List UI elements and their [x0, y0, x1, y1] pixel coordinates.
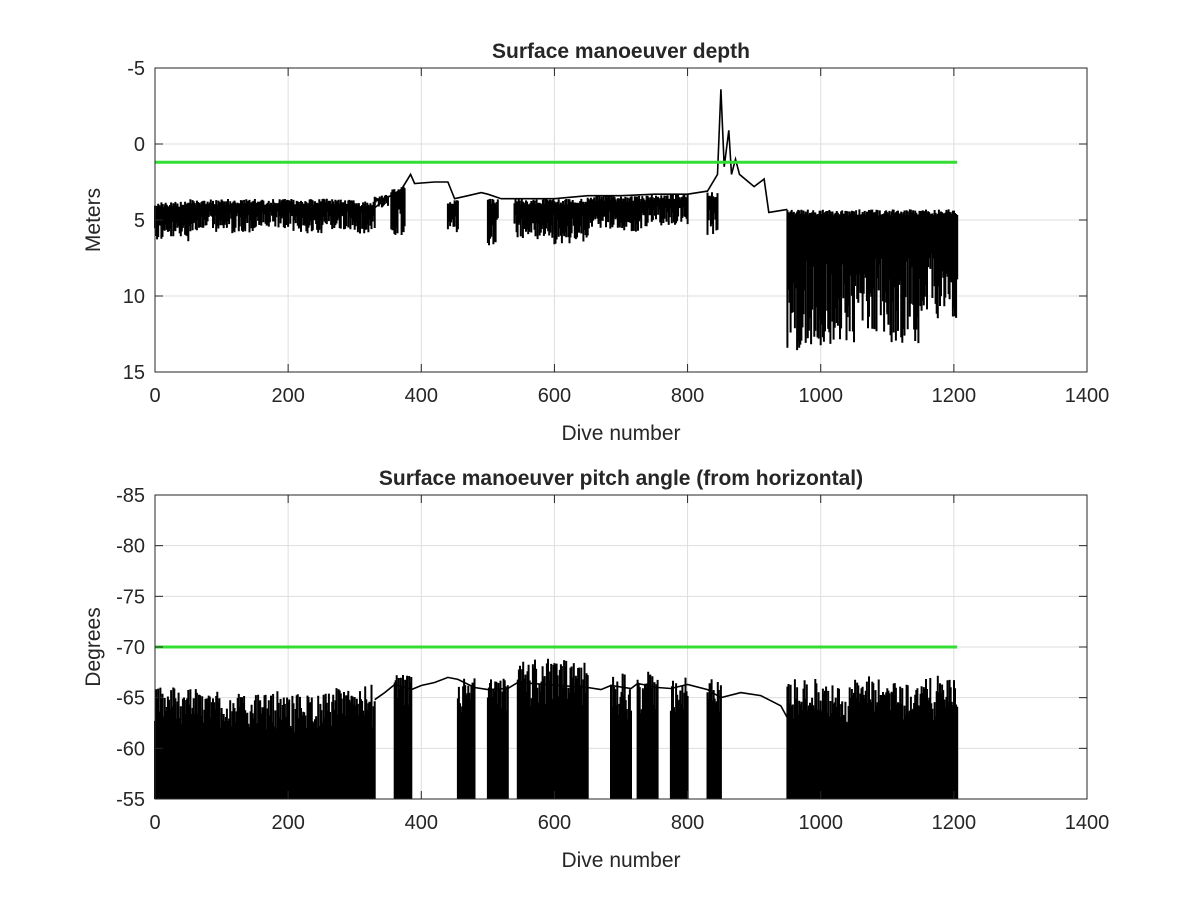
depth-data-segment [446, 200, 459, 233]
pitch-xtick-label: 200 [271, 812, 304, 834]
depth-y-axis-label: Meters [82, 188, 105, 252]
pitch-data-segment [516, 658, 556, 799]
pitch-data-segment [919, 675, 959, 799]
depth-data-segment [819, 209, 855, 344]
depth-data-segment [620, 195, 649, 232]
pitch-data-line [374, 676, 789, 719]
pitch-data-segment [886, 683, 922, 799]
pitch-x-axis-label: Dive number [561, 849, 680, 872]
pitch-data-segment [154, 687, 190, 799]
pitch-data-segment [287, 694, 323, 799]
depth-x-axis-label: Dive number [561, 422, 680, 445]
depth-data-segment [513, 198, 556, 240]
pitch-xtick-label: 1000 [798, 812, 843, 834]
pitch-data-segment [669, 677, 689, 799]
pitch-panel: 0 200 400 600 800 1000 1200 1400 -55 -60 -65 -70 -75… [82, 467, 1109, 872]
depth-data-segment [646, 194, 689, 226]
depth-data-segment [786, 209, 822, 351]
pitch-ytick-label: -70 [116, 637, 145, 659]
depth-data-segment [553, 198, 589, 245]
depth-xtick-label: 0 [149, 385, 160, 407]
depth-xtick-label: 1000 [798, 385, 843, 407]
pitch-ytick-label: -80 [116, 536, 145, 558]
depth-data-segment [253, 199, 290, 229]
pitch-xtick-label: 400 [405, 812, 438, 834]
depth-data-segment [886, 209, 922, 344]
depth-xtick-label: 200 [271, 385, 304, 407]
depth-data-segment [706, 192, 719, 235]
pitch-data-segment [853, 676, 889, 799]
pitch-data-segment [393, 675, 413, 799]
depth-xtick-label: 1400 [1065, 385, 1110, 407]
depth-panel: 0 200 400 600 800 1000 1200 1400 -5 0 5 10 15 Surface… [82, 40, 1109, 445]
pitch-ytick-label: -65 [116, 688, 145, 710]
depth-xtick-label: 400 [405, 385, 438, 407]
pitch-chart-title: Surface manoeuver pitch angle (from hori… [379, 467, 863, 490]
depth-xtick-label: 600 [538, 385, 571, 407]
pitch-data-segment [706, 679, 722, 799]
pitch-data-segment [486, 678, 509, 799]
pitch-xtick-label: 1400 [1065, 812, 1110, 834]
depth-data-segment [586, 195, 622, 229]
pitch-data-segment [253, 691, 290, 799]
pitch-data-segment [786, 679, 822, 799]
pitch-data-segment [610, 673, 632, 799]
depth-data-segment [187, 199, 223, 232]
pitch-data-segment [320, 688, 356, 799]
depth-xtick-label: 800 [671, 385, 704, 407]
depth-data-segment [287, 199, 323, 234]
depth-data-segment [220, 199, 256, 234]
depth-chart-title: Surface manoeuver depth [492, 40, 750, 63]
depth-xtick-label: 1200 [932, 385, 977, 407]
depth-ytick-label: 10 [123, 286, 145, 308]
pitch-data-segment [456, 678, 476, 799]
pitch-y-axis-label: Degrees [82, 607, 105, 686]
depth-data-segment [353, 201, 376, 234]
pitch-xtick-label: 1200 [932, 812, 977, 834]
depth-ytick-label: 5 [134, 210, 145, 232]
pitch-data-segment [819, 685, 855, 799]
pitch-xtick-label: 600 [538, 812, 571, 834]
pitch-ytick-label: -75 [116, 586, 145, 608]
depth-ytick-label: 15 [123, 362, 145, 384]
depth-data-segment [390, 186, 406, 235]
pitch-data-segment [187, 689, 223, 799]
pitch-data-segment [220, 693, 256, 799]
pitch-data-segment [353, 684, 376, 799]
depth-ytick-label: -5 [127, 58, 145, 80]
pitch-ytick-label: -60 [116, 738, 145, 760]
depth-data-segment [853, 209, 889, 332]
pitch-xtick-label: 0 [149, 812, 160, 834]
depth-data-segment [320, 198, 356, 230]
depth-data-segment [919, 209, 959, 319]
pitch-ytick-label: -85 [116, 485, 145, 507]
depth-data-segment [486, 198, 499, 246]
pitch-ytick-label: -55 [116, 789, 145, 811]
pitch-data-segment [636, 671, 659, 799]
depth-ytick-label: 0 [134, 134, 145, 156]
pitch-xtick-label: 800 [671, 812, 704, 834]
pitch-data-segment [553, 660, 589, 799]
